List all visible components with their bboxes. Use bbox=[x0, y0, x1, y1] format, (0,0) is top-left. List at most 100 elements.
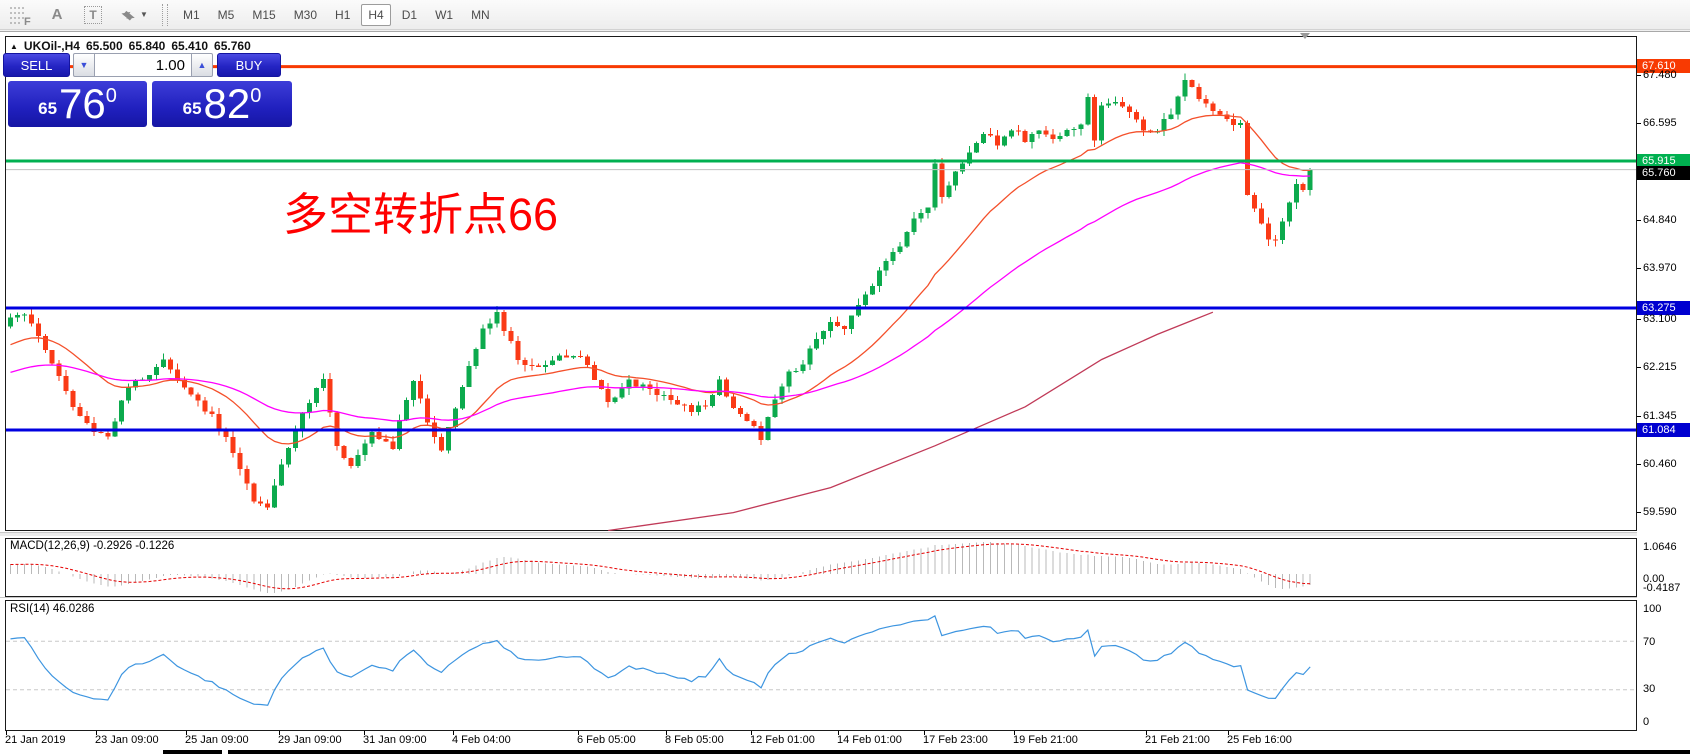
chart-window: ▲ UKOil-,H4 65.500 65.840 65.410 65.760 … bbox=[0, 31, 1690, 755]
buy-price-small: 65 bbox=[182, 99, 202, 118]
time-label: 19 Feb 21:00 bbox=[1013, 734, 1078, 746]
price-tick bbox=[1637, 416, 1641, 417]
price-badge: 65.760 bbox=[1637, 166, 1690, 180]
price-tick bbox=[1637, 319, 1641, 320]
rsi-panel[interactable] bbox=[5, 600, 1637, 731]
timeframe-M30[interactable]: M30 bbox=[293, 7, 318, 22]
buy-price-quote[interactable]: 65 82 0 bbox=[152, 81, 292, 127]
timeframe-W1[interactable]: W1 bbox=[435, 7, 454, 22]
price-tick bbox=[1637, 464, 1641, 465]
time-tick bbox=[666, 731, 667, 735]
sell-price-quote[interactable]: 65 76 0 bbox=[8, 81, 147, 127]
panel-divider[interactable] bbox=[0, 597, 1690, 599]
volume-decrease-button[interactable]: ▼ bbox=[73, 53, 95, 77]
time-tick bbox=[279, 731, 280, 735]
price-tick bbox=[1637, 220, 1641, 221]
price-axis[interactable]: 67.610 67.480 66.595 65.915 65.760 64.840 63.9… bbox=[1637, 32, 1690, 755]
price-label: 61.345 bbox=[1643, 410, 1677, 422]
price-label: 63.970 bbox=[1643, 262, 1677, 274]
one-click-trading-panel: SELL ▼ ▲ BUY 65 76 0 65 82 0 bbox=[3, 53, 293, 127]
ohlc-close: 65.760 bbox=[214, 39, 251, 53]
timeframe-M1[interactable]: M1 bbox=[183, 7, 200, 22]
bottom-bar-segment bbox=[163, 750, 222, 754]
price-label: 64.840 bbox=[1643, 214, 1677, 226]
time-label: 31 Jan 09:00 bbox=[363, 734, 427, 746]
time-label: 23 Jan 09:00 bbox=[95, 734, 159, 746]
candles-layer bbox=[8, 73, 1313, 510]
time-label: 14 Feb 01:00 bbox=[837, 734, 902, 746]
sell-price-sup: 0 bbox=[105, 84, 117, 107]
dropdown-caret-icon[interactable]: ▼ bbox=[140, 10, 148, 19]
panel-divider[interactable] bbox=[0, 532, 1690, 537]
time-tick bbox=[364, 731, 365, 735]
rsi-axis-label: 30 bbox=[1643, 683, 1656, 695]
price-badge: 65.915 bbox=[1637, 154, 1690, 168]
time-label: 21 Feb 21:00 bbox=[1145, 734, 1210, 746]
volume-input[interactable] bbox=[95, 53, 191, 77]
time-tick bbox=[1014, 731, 1015, 735]
time-axis[interactable]: 21 Jan 2019 23 Jan 09:00 25 Jan 09:00 29 Ja… bbox=[0, 731, 1690, 748]
window-bottom-edge bbox=[0, 748, 1690, 755]
price-label: 59.590 bbox=[1643, 506, 1677, 518]
time-label: 8 Feb 05:00 bbox=[665, 734, 724, 746]
timeframe-M5[interactable]: M5 bbox=[217, 7, 235, 22]
price-label: 66.595 bbox=[1643, 117, 1677, 129]
time-label: 4 Feb 04:00 bbox=[452, 734, 511, 746]
sell-price-big: 76 bbox=[59, 80, 106, 127]
time-tick bbox=[578, 731, 579, 735]
ma-slow-line bbox=[608, 311, 1214, 531]
time-tick bbox=[838, 731, 839, 735]
rsi-line bbox=[10, 615, 1311, 706]
price-badge: 63.275 bbox=[1637, 301, 1690, 315]
chart-shift-marker[interactable] bbox=[1300, 33, 1310, 39]
chart-title: ▲ UKOil-,H4 65.500 65.840 65.410 65.760 bbox=[10, 39, 251, 53]
ohlc-open: 65.500 bbox=[85, 39, 123, 53]
rsi-axis-label: 70 bbox=[1643, 636, 1656, 648]
volume-increase-button[interactable]: ▲ bbox=[191, 53, 213, 77]
macd-label: MACD(12,26,9) -0.2926 -0.1226 bbox=[10, 540, 175, 552]
timeframe-H4[interactable]: H4 bbox=[361, 3, 391, 26]
timeframe-D1[interactable]: D1 bbox=[401, 7, 418, 22]
time-label: 17 Feb 23:00 bbox=[923, 734, 988, 746]
price-badge: 67.610 bbox=[1637, 59, 1690, 73]
macd-signal-line bbox=[10, 543, 1311, 590]
text-label-tool-icon[interactable]: A bbox=[51, 6, 63, 23]
time-tick bbox=[1146, 731, 1147, 735]
bottom-bar-segment bbox=[228, 750, 1690, 754]
toolbar: F A T ▼ M1 M5 M15 M30 H1 H4 D1 W1 MN bbox=[0, 0, 1690, 30]
macd-axis-label: -0.4187 bbox=[1643, 582, 1681, 594]
time-label: 12 Feb 01:00 bbox=[750, 734, 815, 746]
price-tick bbox=[1637, 75, 1641, 76]
price-label: 60.460 bbox=[1643, 458, 1677, 470]
sell-price-small: 65 bbox=[38, 99, 58, 118]
buy-price-big: 82 bbox=[203, 80, 251, 127]
symbol-period: UKOil-,H4 bbox=[23, 39, 80, 53]
rsi-axis-label: 100 bbox=[1643, 603, 1662, 615]
ohlc-high: 65.840 bbox=[128, 39, 166, 53]
timeframe-MN[interactable]: MN bbox=[471, 7, 490, 22]
price-label: 63.100 bbox=[1643, 313, 1677, 325]
time-label: 29 Jan 09:00 bbox=[278, 734, 342, 746]
svg-text:F: F bbox=[24, 16, 31, 25]
text-box-tool-icon[interactable]: T bbox=[78, 3, 108, 27]
fibonacci-tool-icon[interactable]: F bbox=[6, 3, 36, 27]
ohlc-low: 65.410 bbox=[171, 39, 209, 53]
toolbar-grip[interactable] bbox=[162, 3, 168, 26]
time-label: 25 Jan 09:00 bbox=[185, 734, 249, 746]
time-tick bbox=[186, 731, 187, 735]
collapse-arrow-icon[interactable]: ▲ bbox=[10, 41, 18, 51]
time-tick bbox=[924, 731, 925, 735]
arrow-tools-icon[interactable]: ▼ bbox=[114, 3, 152, 27]
timeframe-M15[interactable]: M15 bbox=[252, 7, 276, 22]
time-tick bbox=[751, 731, 752, 735]
time-tick bbox=[1228, 731, 1229, 735]
timeframe-H1[interactable]: H1 bbox=[335, 7, 351, 22]
macd-panel[interactable] bbox=[5, 538, 1637, 597]
timeframe-bar: M1 M5 M15 M30 H1 H4 D1 W1 MN bbox=[174, 3, 499, 26]
buy-button[interactable]: BUY bbox=[217, 53, 281, 77]
ma-mid-line bbox=[10, 162, 1311, 422]
ma-fast-line bbox=[10, 114, 1311, 445]
sell-button[interactable]: SELL bbox=[3, 53, 70, 77]
time-label: 25 Feb 16:00 bbox=[1227, 734, 1292, 746]
